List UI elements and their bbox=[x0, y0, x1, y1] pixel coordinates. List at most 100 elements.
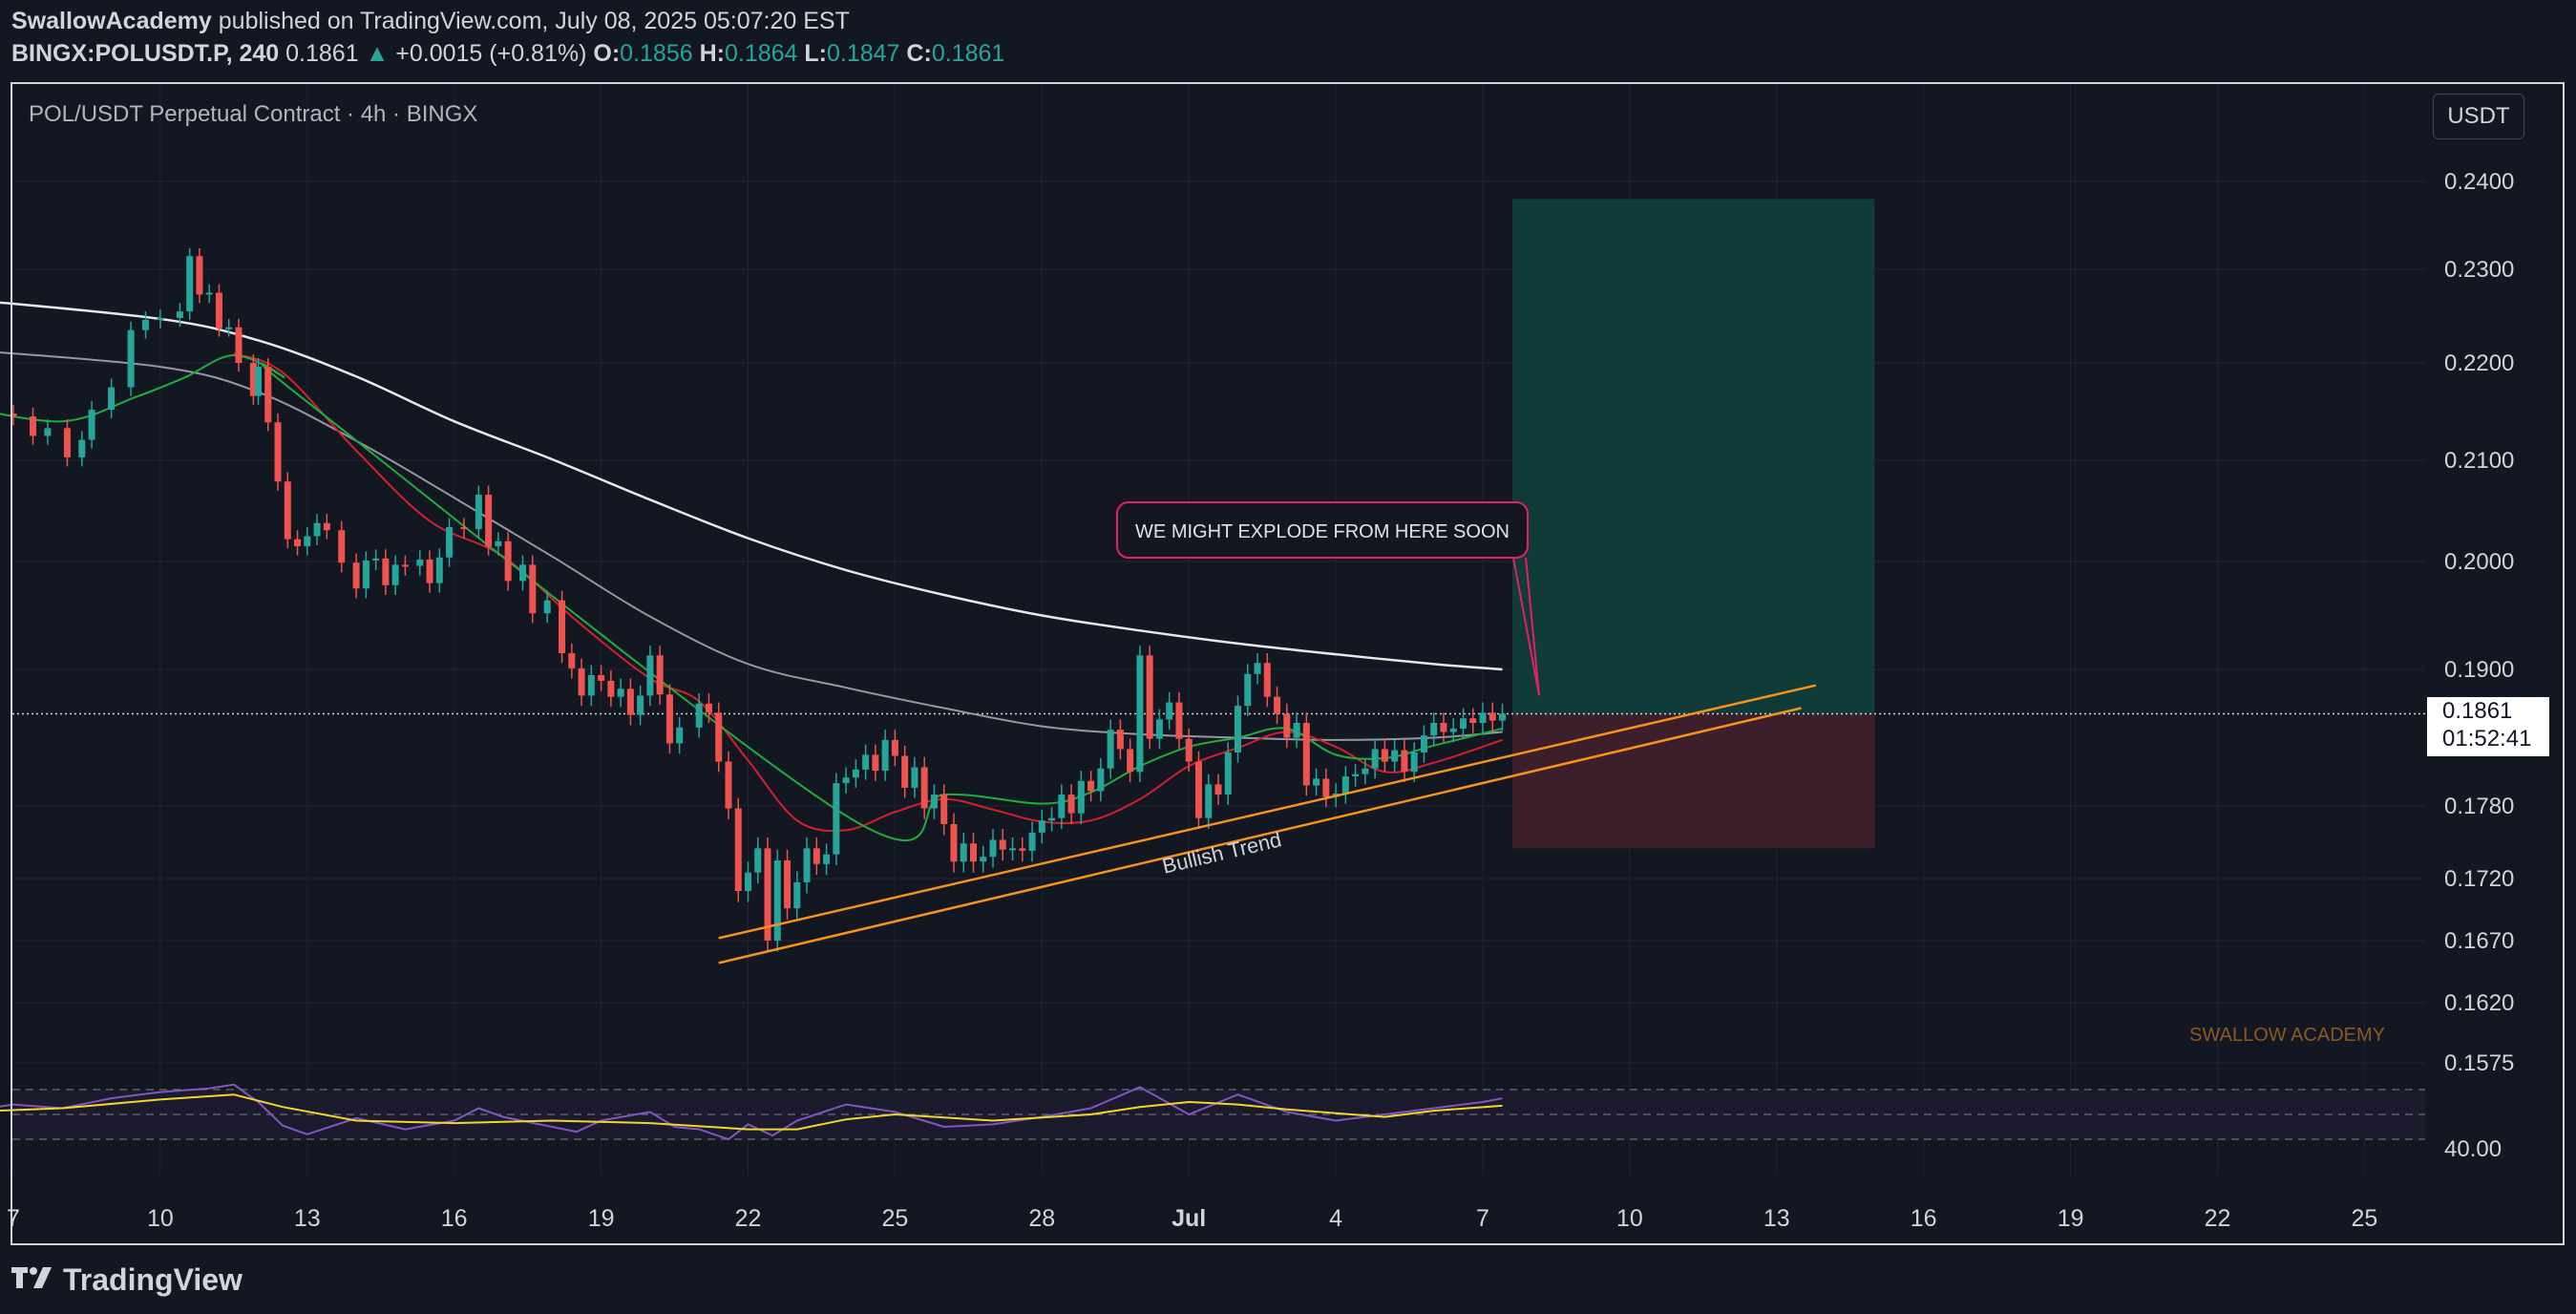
candle-body-12 bbox=[176, 311, 183, 318]
axes[interactable]: 0.2400 0.2300 0.2200 0.2100 0.2000 0.1900 0.17… bbox=[7, 169, 2514, 1232]
candle-body-10 bbox=[142, 319, 150, 330]
candle-body-129 bbox=[1371, 749, 1379, 769]
candle-body-117 bbox=[1254, 663, 1261, 674]
candle-body-123 bbox=[1313, 778, 1320, 786]
candle-body-59 bbox=[676, 727, 684, 744]
candle-body-40 bbox=[475, 495, 482, 530]
change-arrow-icon: ▲ bbox=[365, 40, 390, 67]
candle-body-135 bbox=[1430, 723, 1438, 736]
moving-averages bbox=[0, 301, 1503, 842]
candle-body-20 bbox=[255, 367, 262, 396]
y-tick-7: 0.1720 bbox=[2444, 866, 2514, 892]
candle-body-33 bbox=[391, 564, 399, 585]
candle-body-15 bbox=[205, 292, 213, 295]
y-tick-0: 0.2400 bbox=[2444, 169, 2514, 195]
candle-body-31 bbox=[372, 558, 380, 561]
candle-body-94 bbox=[1028, 832, 1036, 851]
candle-body-2 bbox=[10, 413, 17, 417]
candle-body-138 bbox=[1459, 718, 1467, 729]
candle-body-103 bbox=[1116, 730, 1124, 750]
y-tick-1: 0.2300 bbox=[2444, 257, 2514, 283]
candle-body-69 bbox=[784, 860, 792, 909]
candle-body-50 bbox=[587, 674, 595, 696]
x-tick-7: 28 bbox=[1028, 1205, 1055, 1232]
low-label: L: bbox=[804, 40, 827, 67]
grid bbox=[12, 84, 2425, 1175]
candles bbox=[10, 247, 1507, 952]
target-zone bbox=[1511, 199, 1875, 714]
trendline-label: Bullish Trend bbox=[1160, 827, 1284, 878]
author-name[interactable]: SwallowAcademy bbox=[11, 8, 212, 34]
price-change: +0.0015 (+0.81%) bbox=[395, 40, 587, 67]
candle-body-96 bbox=[1048, 817, 1056, 821]
candle-body-44 bbox=[519, 564, 527, 582]
candle-body-53 bbox=[617, 689, 624, 697]
candle-body-36 bbox=[426, 559, 433, 583]
candle-body-83 bbox=[920, 767, 928, 809]
publish-text: published on TradingView.com, July 08, 2… bbox=[218, 8, 850, 34]
x-tick-2: 13 bbox=[294, 1205, 321, 1232]
high-value: 0.1864 bbox=[724, 40, 798, 67]
candle-body-101 bbox=[1097, 768, 1105, 792]
candle-body-105 bbox=[1136, 655, 1144, 773]
x-tick-8: Jul bbox=[1172, 1205, 1206, 1232]
chart-frame bbox=[11, 82, 2565, 1245]
x-tick-10: 7 bbox=[1476, 1205, 1489, 1232]
candle-body-106 bbox=[1146, 655, 1153, 739]
candle-body-5 bbox=[63, 428, 71, 457]
rsi-ma-line bbox=[0, 1093, 1503, 1131]
rsi-value-label: 40.00 bbox=[2444, 1136, 2502, 1162]
ma-gray-line bbox=[0, 351, 1503, 741]
x-tick-1: 10 bbox=[147, 1205, 174, 1232]
candle-body-100 bbox=[1087, 780, 1095, 792]
rsi-line bbox=[0, 1083, 1503, 1141]
candle-body-72 bbox=[813, 848, 820, 864]
candle-body-17 bbox=[225, 327, 233, 329]
candle-body-89 bbox=[980, 857, 987, 862]
candle-body-78 bbox=[872, 754, 879, 772]
candle-body-140 bbox=[1479, 712, 1487, 724]
candle-body-121 bbox=[1293, 723, 1300, 738]
candle-body-108 bbox=[1166, 702, 1173, 720]
x-tick-15: 22 bbox=[2205, 1205, 2231, 1232]
currency-button[interactable]: USDT bbox=[2433, 94, 2524, 139]
candle-body-95 bbox=[1038, 820, 1045, 833]
y-tick-8: 0.1670 bbox=[2444, 928, 2514, 954]
candle-body-28 bbox=[338, 530, 346, 563]
candle-body-63 bbox=[725, 761, 732, 809]
tradingview-brand[interactable]: TradingView bbox=[11, 1262, 243, 1298]
candle-body-49 bbox=[578, 668, 585, 696]
x-tick-6: 25 bbox=[881, 1205, 908, 1232]
candle-body-79 bbox=[881, 739, 889, 772]
position-zones bbox=[12, 199, 2425, 849]
low-value: 0.1847 bbox=[827, 40, 900, 67]
annotation-text: WE MIGHT EXPLODE FROM HERE SOON bbox=[1135, 521, 1510, 542]
candle-body-60 bbox=[695, 703, 703, 728]
candle-body-126 bbox=[1341, 776, 1349, 794]
symbol-name[interactable]: BINGX:POLUSDT.P, 240 bbox=[11, 40, 280, 67]
x-tick-11: 10 bbox=[1616, 1205, 1643, 1232]
candle-body-110 bbox=[1185, 738, 1193, 762]
candle-body-32 bbox=[382, 558, 390, 585]
y-tick-9: 0.1620 bbox=[2444, 990, 2514, 1016]
candle-body-52 bbox=[607, 680, 615, 697]
candle-body-56 bbox=[646, 655, 654, 696]
candle-body-48 bbox=[568, 653, 576, 668]
candle-body-113 bbox=[1214, 784, 1222, 795]
current-price-tag: 0.1861 01:52:41 bbox=[2427, 697, 2549, 756]
trendline-0 bbox=[718, 707, 1802, 964]
candle-body-6 bbox=[78, 439, 86, 457]
candle-body-26 bbox=[313, 522, 321, 537]
candle-body-118 bbox=[1263, 663, 1271, 697]
candle-body-22 bbox=[274, 422, 282, 482]
bar-countdown: 01:52:41 bbox=[2442, 726, 2532, 752]
ma-white-line bbox=[0, 301, 1503, 671]
candle-body-91 bbox=[999, 839, 1006, 850]
ema-green-line bbox=[0, 354, 1503, 842]
candle-body-62 bbox=[715, 712, 723, 762]
candle-body-29 bbox=[352, 562, 360, 589]
candle-body-58 bbox=[665, 694, 673, 744]
y-tick-4: 0.2000 bbox=[2444, 549, 2514, 575]
stop-zone bbox=[1511, 713, 1875, 849]
annotation-pointer bbox=[1512, 557, 1540, 696]
